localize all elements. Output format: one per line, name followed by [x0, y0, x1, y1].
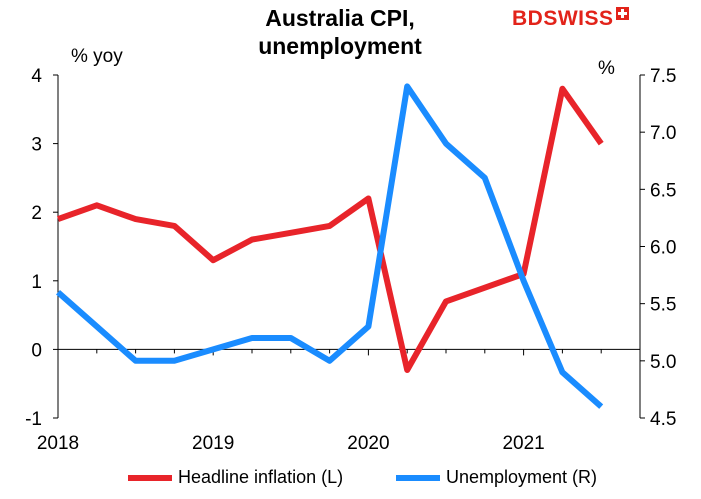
left-y-tick-label: 0 [31, 340, 42, 361]
chart-title-line-1: Australia CPI, [265, 5, 415, 31]
right-y-tick-label: 4.5 [650, 409, 676, 430]
inflation-series-line [56, 85, 604, 373]
left-y-tick-label: 1 [31, 272, 42, 293]
legend-item-unemployment: Unemployment (R) [396, 467, 597, 488]
series-layer [56, 83, 604, 409]
legend-item-inflation: Headline inflation (L) [128, 467, 343, 488]
logo-text-swiss: SWISS [543, 7, 614, 30]
chart-plot: -1 0 1 2 3 4 4.5 5.0 5.5 6.0 6.5 7.0 7.5 2018 2019 2020… [25, 66, 676, 454]
legend-label-inflation: Headline inflation (L) [178, 467, 344, 487]
left-y-tick-label: 3 [31, 135, 42, 156]
x-tick-label: 2019 [192, 433, 234, 454]
right-y-tick-label: 7.0 [650, 123, 676, 144]
unemployment-series-line [56, 83, 604, 409]
legend-label-unemployment: Unemployment (R) [446, 467, 598, 487]
left-y-tick-label: 4 [31, 66, 42, 87]
brand-logo: BD SWISS [512, 6, 629, 32]
left-y-tick-label: -1 [25, 409, 42, 430]
x-tick-label: 2021 [502, 433, 544, 454]
ticks-layer: -1 0 1 2 3 4 4.5 5.0 5.5 6.0 6.5 7.0 7.5 2018 2019 2020… [25, 66, 676, 454]
chart-title: Australia CPI, unemployment [200, 4, 480, 60]
chart-title-line-2: unemployment [258, 33, 422, 59]
logo-text-bd: BD [512, 7, 544, 30]
left-y-tick-label: 2 [31, 203, 42, 224]
left-axis-unit: % yoy [71, 46, 123, 67]
x-tick-label: 2020 [347, 433, 389, 454]
right-y-tick-label: 5.0 [650, 352, 676, 373]
legend-swatch-unemployment [396, 474, 440, 481]
right-y-tick-label: 6.5 [650, 180, 676, 201]
right-y-tick-label: 5.5 [650, 295, 676, 316]
right-axis-unit: % [598, 58, 615, 79]
chart-legend: Headline inflation (L) Unemployment (R) [0, 467, 701, 491]
right-y-tick-label: 6.0 [650, 238, 676, 259]
swiss-cross-icon [615, 6, 629, 20]
axes-layer [53, 74, 645, 419]
right-y-tick-label: 7.5 [650, 66, 676, 87]
legend-swatch-inflation [128, 474, 172, 481]
x-tick-label: 2018 [37, 433, 79, 454]
